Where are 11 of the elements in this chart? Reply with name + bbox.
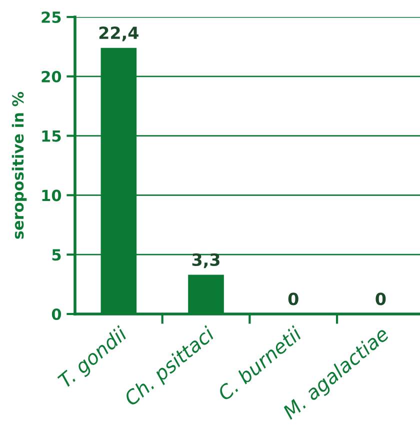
y-tick-label: 0 <box>52 308 62 320</box>
data-label: 22,4 <box>99 26 138 42</box>
y-axis-title: seropositive in % <box>12 92 27 239</box>
data-label: 0 <box>376 292 386 306</box>
y-tick-label: 10 <box>42 190 62 202</box>
data-label: 0 <box>288 292 298 306</box>
y-tick-label: 20 <box>42 70 62 82</box>
y-tick-label: 15 <box>42 130 61 142</box>
y-tick-label: 25 <box>42 11 61 24</box>
data-label: 3,3 <box>192 253 220 268</box>
y-tick-label: 5 <box>52 249 61 261</box>
